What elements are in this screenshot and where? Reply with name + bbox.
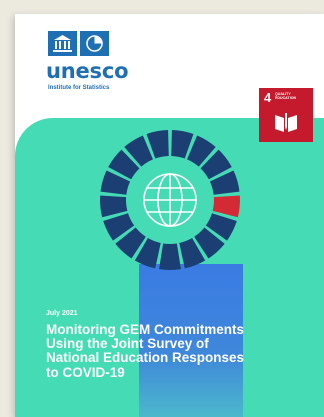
- wheel-segment: [171, 130, 194, 159]
- brand-subtitle: Institute for Statistics: [48, 85, 110, 91]
- wheel-segment: [134, 238, 161, 269]
- title-line: to COVID-19: [46, 364, 125, 380]
- wheel-segment: [103, 213, 135, 241]
- sdg-badge: 4 QUALITY EDUCATION: [259, 88, 313, 142]
- wheel-segment: [100, 195, 128, 218]
- open-book-pencil-icon: [275, 113, 297, 132]
- wheel-segment: [124, 135, 153, 167]
- wheel-segment: [108, 149, 140, 180]
- cover-bar: [139, 264, 243, 417]
- wheel-segment: [205, 213, 237, 241]
- wheel-segment: [146, 130, 169, 159]
- report-title: Monitoring GEM Commitments Using the Joi…: [46, 322, 296, 380]
- cover-header: unesco Institute for Statistics: [15, 14, 324, 132]
- wheel-segment: [187, 135, 216, 167]
- wheel-segment: [212, 195, 240, 218]
- sdg-label: QUALITY EDUCATION: [275, 92, 297, 101]
- wheel-segment: [179, 238, 206, 269]
- temple-icon: [48, 31, 77, 56]
- uis-circle-icon: [80, 31, 109, 56]
- wheel-segment: [194, 227, 225, 259]
- sdg-wheel-globe-icon: [100, 130, 240, 271]
- wheel-segment: [159, 243, 181, 271]
- title-line: Using the Joint Survey of: [46, 336, 209, 352]
- brand-name: unesco: [46, 59, 129, 83]
- wheel-segment: [200, 149, 232, 180]
- sdg-number: 4: [264, 90, 272, 105]
- wheel-segment: [100, 170, 131, 195]
- title-line: Monitoring GEM Commitments: [46, 322, 244, 337]
- wheel-segment: [115, 227, 146, 259]
- report-cover: unesco Institute for Statistics 4 QUALIT…: [15, 14, 324, 417]
- publication-date: July 2021: [46, 310, 78, 317]
- wheel-segment: [209, 170, 240, 195]
- title-line: National Education Responses: [46, 350, 245, 366]
